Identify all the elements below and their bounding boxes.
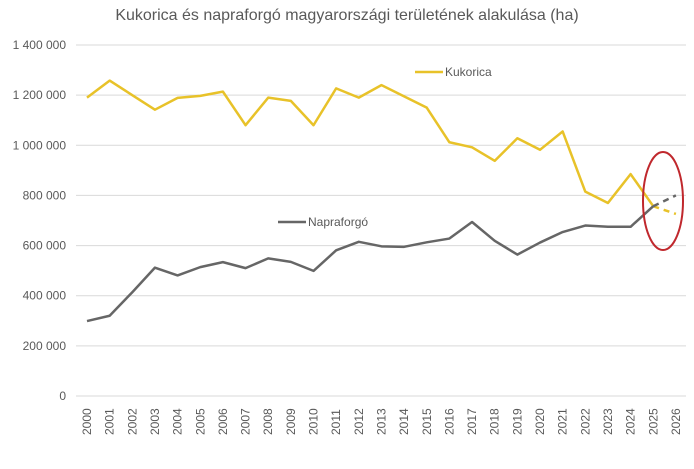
legend-label: Kukorica	[445, 65, 492, 79]
x-tick-label: 2016	[442, 408, 456, 435]
x-tick-label: 2000	[80, 408, 94, 435]
y-tick-label: 800 000	[23, 188, 67, 202]
x-tick-label: 2010	[307, 408, 321, 435]
x-tick-label: 2026	[669, 408, 683, 435]
x-tick-label: 2017	[465, 408, 479, 435]
data-lines	[86, 79, 677, 323]
gridlines	[76, 44, 686, 397]
x-tick-label: 2007	[239, 408, 253, 435]
x-axis-labels: 2000 2001 2002 2003 2004 2005 2006 2007 2008 2009…	[80, 408, 683, 435]
forecast-line-napraforgó	[652, 194, 677, 208]
y-axis-labels: 0 200 000 400 000 600 000 800 000 1 000 000 1 …	[13, 38, 67, 403]
x-tick-label: 2003	[148, 408, 162, 435]
x-tick-label: 2001	[103, 408, 117, 435]
y-tick-label: 600 000	[23, 239, 67, 253]
x-tick-label: 2024	[624, 408, 638, 435]
x-tick-label: 2011	[329, 409, 343, 435]
legend: Kukorica Napraforgó	[278, 65, 492, 229]
y-tick-label: 200 000	[23, 339, 67, 353]
x-tick-label: 2008	[261, 408, 275, 435]
x-tick-label: 2019	[510, 408, 524, 435]
x-tick-label: 2018	[488, 408, 502, 435]
x-tick-label: 2005	[193, 408, 207, 435]
x-tick-label: 2015	[420, 408, 434, 435]
x-tick-label: 2012	[352, 408, 366, 435]
highlight-ellipse	[642, 151, 684, 251]
y-tick-label: 1 000 000	[13, 138, 67, 152]
x-tick-label: 2022	[578, 408, 592, 435]
x-tick-label: 2004	[171, 408, 185, 435]
x-tick-label: 2006	[216, 408, 230, 435]
y-tick-label: 1 400 000	[13, 38, 67, 52]
legend-label: Napraforgó	[308, 215, 368, 229]
y-tick-label: 400 000	[23, 289, 67, 303]
x-tick-label: 2009	[284, 408, 298, 435]
x-tick-label: 2023	[601, 408, 615, 435]
series-line-napraforgó	[86, 205, 655, 323]
chart-title: Kukorica és napraforgó magyarországi ter…	[115, 7, 579, 24]
x-tick-label: 2013	[374, 408, 388, 435]
x-tick-label: 2025	[646, 408, 660, 435]
x-tick-label: 2021	[556, 408, 570, 435]
x-tick-label: 2002	[125, 408, 139, 435]
x-tick-label: 2020	[533, 408, 547, 435]
x-tick-label: 2014	[397, 408, 411, 435]
forecast-line-kukorica	[652, 205, 677, 216]
series-line-kukorica	[86, 79, 655, 207]
y-tick-label: 0	[59, 389, 66, 403]
y-tick-label: 1 200 000	[13, 88, 67, 102]
